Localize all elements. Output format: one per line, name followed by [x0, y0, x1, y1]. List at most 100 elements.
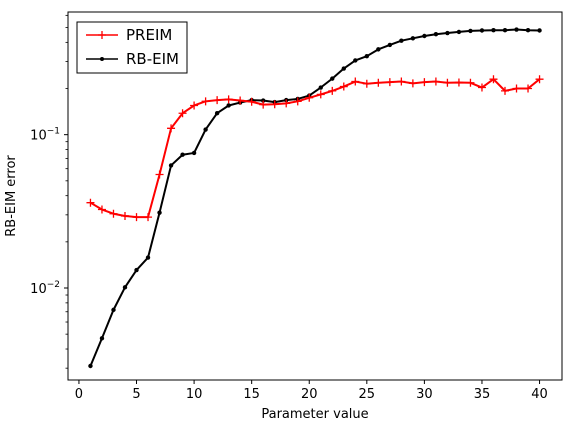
data-point — [339, 82, 348, 91]
x-tick-label-20: 20 — [301, 387, 318, 402]
data-point — [259, 100, 268, 109]
data-point — [341, 66, 346, 71]
ticks: 0 5 10 15 20 25 30 35 40 10−2 10−1 — [30, 14, 548, 402]
data-point — [353, 58, 358, 63]
data-point — [376, 47, 381, 52]
data-point — [514, 27, 519, 32]
data-point — [316, 90, 325, 99]
data-point — [167, 124, 176, 133]
data-point — [456, 29, 462, 35]
data-point — [408, 79, 417, 88]
data-point — [477, 83, 486, 92]
x-tick-label-40: 40 — [531, 387, 548, 402]
series-rb-eim — [88, 27, 542, 369]
data-point — [397, 77, 406, 86]
data-point — [491, 28, 496, 33]
data-point — [190, 101, 199, 110]
data-point — [201, 97, 210, 106]
data-point — [422, 33, 427, 39]
y-axis-title: RB-EIM error — [4, 155, 19, 237]
data-point — [260, 98, 266, 103]
data-point — [431, 77, 440, 86]
data-point — [524, 84, 533, 93]
data-point — [364, 53, 370, 59]
x-tick-label-30: 30 — [416, 387, 433, 402]
data-point — [134, 267, 139, 273]
x-tick-label-5: 5 — [132, 387, 140, 402]
x-tick-label-25: 25 — [359, 387, 376, 402]
plot-content — [86, 27, 544, 369]
data-point — [468, 28, 473, 34]
data-point — [191, 150, 197, 156]
data-point — [122, 285, 128, 290]
data-point — [178, 109, 187, 118]
data-point — [293, 97, 302, 106]
data-point — [525, 28, 531, 33]
data-point — [99, 336, 105, 341]
data-point — [362, 79, 371, 88]
data-point — [224, 95, 233, 104]
data-point — [144, 213, 153, 222]
data-point — [121, 211, 129, 220]
data-point — [443, 78, 452, 87]
data-point — [155, 170, 164, 179]
data-point — [328, 86, 337, 95]
data-point — [501, 86, 509, 95]
data-point — [157, 210, 162, 215]
data-point — [479, 28, 485, 33]
x-tick-label-0: 0 — [75, 387, 83, 402]
x-axis-title: Parameter value — [261, 407, 368, 421]
data-point — [420, 78, 429, 87]
data-point — [111, 307, 116, 313]
data-point — [374, 78, 383, 87]
data-point — [489, 75, 498, 84]
legend-box — [76, 21, 188, 74]
data-point — [351, 77, 360, 86]
x-tick-label-35: 35 — [474, 387, 491, 402]
data-point — [535, 75, 544, 84]
data-point — [385, 78, 394, 87]
data-point — [387, 42, 393, 48]
data-point — [330, 76, 335, 81]
legend: PREIM RB-EIM — [76, 21, 188, 74]
data-point — [97, 205, 106, 214]
data-point — [214, 111, 220, 116]
data-point — [399, 38, 404, 43]
data-point — [132, 213, 141, 222]
data-point — [168, 163, 174, 168]
data-point — [145, 255, 151, 260]
data-point — [466, 78, 475, 87]
data-point — [180, 152, 185, 157]
data-point — [247, 97, 256, 106]
data-point — [88, 363, 93, 369]
data-point — [454, 78, 463, 87]
y-tick-label-1: 10−1 — [30, 127, 60, 144]
data-point — [282, 99, 291, 108]
data-point — [318, 85, 323, 90]
series-line-rb-eim — [89, 28, 540, 367]
data-point — [410, 36, 416, 41]
data-point — [305, 93, 314, 102]
data-point — [270, 100, 279, 109]
data-point — [512, 84, 521, 93]
data-point — [433, 32, 439, 37]
plot-frame — [67, 11, 563, 381]
data-point — [445, 30, 450, 36]
data-point — [502, 28, 508, 33]
data-point — [109, 209, 118, 218]
x-tick-label-10: 10 — [186, 387, 203, 402]
legend-label-preim: PREIM — [126, 26, 172, 44]
data-point — [226, 103, 231, 108]
legend-label-rbeim: RB-EIM — [126, 50, 179, 68]
data-point — [213, 96, 222, 105]
legend-marker-preim — [98, 31, 106, 39]
series-preim — [86, 75, 544, 222]
legend-marker-rbeim — [100, 57, 104, 61]
data-point — [236, 96, 245, 105]
data-point — [203, 127, 208, 132]
y-tick-label-0: 10−2 — [30, 280, 60, 297]
data-point — [86, 198, 95, 207]
series-line-preim — [89, 78, 541, 219]
data-point — [537, 28, 542, 33]
